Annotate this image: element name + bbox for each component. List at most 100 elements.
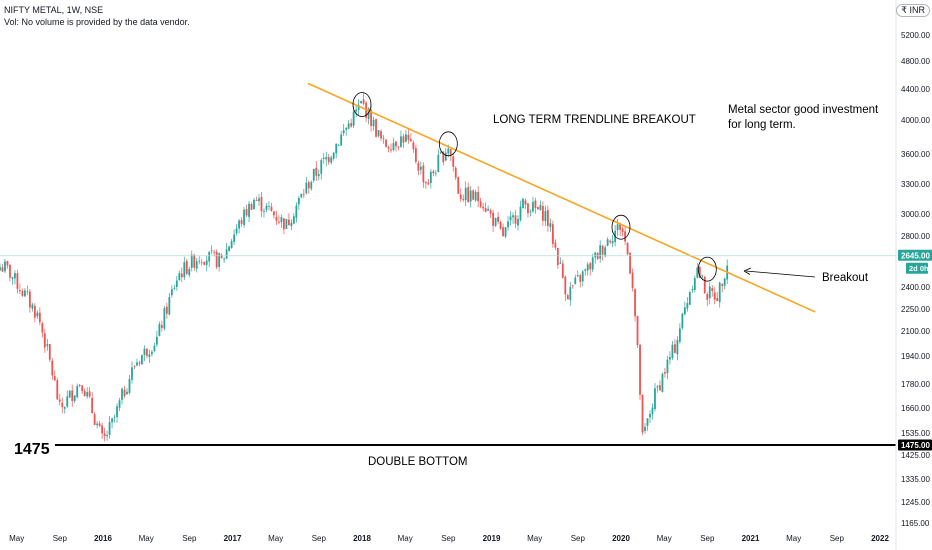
candle-body[interactable] bbox=[193, 254, 196, 268]
candle-body[interactable] bbox=[464, 187, 467, 201]
candle-body[interactable] bbox=[701, 275, 704, 277]
candle-body[interactable] bbox=[524, 200, 527, 205]
candle-body[interactable] bbox=[639, 344, 641, 395]
candle-body[interactable] bbox=[295, 205, 298, 218]
candle-body[interactable] bbox=[405, 134, 407, 142]
candle-body[interactable] bbox=[424, 182, 427, 184]
candle-body[interactable] bbox=[238, 220, 240, 229]
candle-body[interactable] bbox=[616, 224, 619, 231]
candle-body[interactable] bbox=[340, 134, 343, 146]
candle-body[interactable] bbox=[19, 290, 21, 292]
candle-body[interactable] bbox=[422, 165, 425, 183]
candle-body[interactable] bbox=[449, 149, 452, 156]
price-axis[interactable]: 5200.00 4800.00 4400.00 4000.00 3600.00 3300.… bbox=[901, 31, 930, 528]
candle-body[interactable] bbox=[210, 250, 213, 252]
candle-body[interactable] bbox=[644, 426, 646, 431]
candle-body[interactable] bbox=[380, 131, 382, 139]
candle-body[interactable] bbox=[537, 206, 539, 210]
candle-body[interactable] bbox=[444, 152, 447, 161]
candle-body[interactable] bbox=[6, 261, 9, 266]
candle-body[interactable] bbox=[98, 423, 101, 427]
candle-body[interactable] bbox=[385, 139, 387, 147]
candle-body[interactable] bbox=[713, 292, 716, 300]
candle-body[interactable] bbox=[61, 402, 64, 408]
candle-body[interactable] bbox=[235, 228, 238, 234]
candle-body[interactable] bbox=[175, 280, 178, 287]
candle-body[interactable] bbox=[228, 246, 231, 251]
candle-body[interactable] bbox=[629, 252, 631, 274]
candle-body[interactable] bbox=[300, 193, 303, 198]
candle-body[interactable] bbox=[649, 414, 651, 418]
candle-body[interactable] bbox=[24, 290, 26, 297]
candle-body[interactable] bbox=[151, 351, 153, 355]
candle-body[interactable] bbox=[507, 221, 509, 228]
candle-body[interactable] bbox=[419, 166, 422, 170]
candle-body[interactable] bbox=[546, 210, 549, 226]
candle-body[interactable] bbox=[93, 414, 96, 425]
candle-body[interactable] bbox=[708, 286, 711, 299]
candle-body[interactable] bbox=[108, 422, 111, 435]
candle-body[interactable] bbox=[671, 344, 674, 359]
candle-body[interactable] bbox=[322, 157, 325, 159]
candle-body[interactable] bbox=[554, 242, 557, 248]
candle-body[interactable] bbox=[325, 157, 328, 160]
candle-body[interactable] bbox=[462, 199, 465, 201]
candle-body[interactable] bbox=[111, 418, 113, 423]
candle-body[interactable] bbox=[245, 208, 248, 216]
candle-body[interactable] bbox=[285, 219, 288, 229]
candle-body[interactable] bbox=[163, 308, 166, 329]
candle-body[interactable] bbox=[203, 262, 206, 265]
candle-body[interactable] bbox=[0, 267, 1, 271]
candle-body[interactable] bbox=[116, 406, 118, 417]
candle-body[interactable] bbox=[103, 433, 106, 437]
candle-body[interactable] bbox=[170, 289, 173, 296]
candle-body[interactable] bbox=[362, 99, 365, 104]
candle-body[interactable] bbox=[678, 328, 681, 342]
candle-body[interactable] bbox=[315, 167, 318, 176]
candle-body[interactable] bbox=[631, 272, 634, 288]
candle-body[interactable] bbox=[165, 306, 168, 314]
candle-body[interactable] bbox=[347, 123, 350, 129]
currency-badge[interactable]: ₹ INR bbox=[896, 4, 930, 17]
candle-body[interactable] bbox=[703, 276, 706, 293]
candle-body[interactable] bbox=[544, 211, 547, 222]
candle-body[interactable] bbox=[190, 254, 193, 268]
candle-body[interactable] bbox=[696, 267, 699, 278]
candle-body[interactable] bbox=[527, 203, 529, 214]
candle-body[interactable] bbox=[691, 289, 694, 291]
candle-body[interactable] bbox=[606, 239, 609, 246]
candle-body[interactable] bbox=[350, 123, 353, 127]
candle-body[interactable] bbox=[14, 273, 16, 279]
candle-body[interactable] bbox=[63, 407, 66, 409]
candle-body[interactable] bbox=[223, 258, 226, 260]
candle-body[interactable] bbox=[342, 130, 345, 134]
candle-body[interactable] bbox=[357, 104, 360, 111]
candle-body[interactable] bbox=[382, 138, 385, 140]
candle-body[interactable] bbox=[4, 261, 6, 272]
candle-body[interactable] bbox=[549, 223, 552, 228]
candle-body[interactable] bbox=[352, 111, 355, 126]
candle-body[interactable] bbox=[153, 345, 156, 351]
candle-body[interactable] bbox=[601, 245, 604, 255]
candle-body[interactable] bbox=[26, 291, 29, 293]
candle-body[interactable] bbox=[180, 273, 183, 278]
candle-body[interactable] bbox=[31, 304, 34, 309]
candle-body[interactable] bbox=[659, 385, 661, 391]
candle-body[interactable] bbox=[155, 336, 158, 345]
candle-body[interactable] bbox=[721, 284, 724, 287]
candle-body[interactable] bbox=[215, 251, 218, 268]
candle-body[interactable] bbox=[310, 182, 313, 189]
candle-body[interactable] bbox=[512, 215, 514, 218]
candle-body[interactable] bbox=[469, 190, 472, 202]
candle-body[interactable] bbox=[56, 380, 59, 400]
candle-body[interactable] bbox=[432, 171, 435, 174]
candle-body[interactable] bbox=[200, 262, 203, 264]
candle-body[interactable] bbox=[91, 397, 94, 414]
candle-body[interactable] bbox=[437, 154, 440, 173]
candle-body[interactable] bbox=[297, 198, 300, 205]
candle-body[interactable] bbox=[395, 141, 397, 147]
candle-body[interactable] bbox=[255, 200, 258, 201]
candle-body[interactable] bbox=[397, 146, 400, 148]
candle-body[interactable] bbox=[123, 389, 126, 396]
